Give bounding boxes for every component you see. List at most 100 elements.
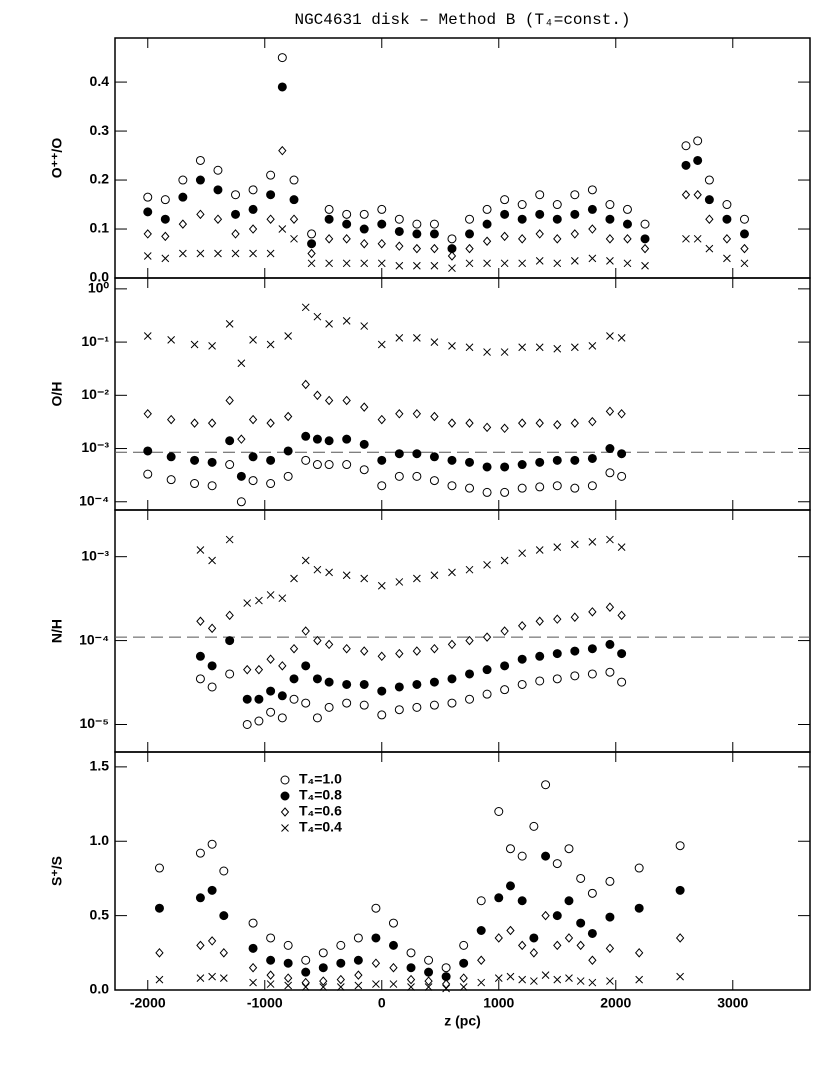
point (617, 543, 626, 551)
point (395, 241, 404, 251)
point (517, 896, 527, 906)
x-tick-label: 0 (378, 995, 386, 1011)
point (283, 471, 293, 481)
point (249, 978, 257, 987)
point (208, 972, 216, 981)
plot-frame (114, 751, 811, 991)
y-axis-label: S⁺/S (49, 856, 65, 886)
point (190, 455, 200, 465)
point (634, 863, 644, 873)
point (447, 698, 457, 708)
point (290, 574, 298, 583)
point (424, 967, 434, 977)
x-tick-label: 3000 (717, 995, 748, 1011)
point (248, 918, 258, 928)
point (430, 338, 439, 346)
y-tick-label: 0.0 (90, 981, 110, 997)
point (225, 610, 234, 621)
point (518, 234, 527, 244)
point (617, 610, 626, 621)
point (179, 249, 187, 258)
point (605, 912, 615, 922)
point (236, 471, 246, 481)
point (412, 702, 422, 712)
point (360, 238, 369, 249)
point (196, 546, 205, 554)
point (207, 839, 217, 849)
point (301, 661, 311, 671)
point (395, 648, 404, 659)
point (248, 224, 258, 234)
point (312, 434, 322, 444)
point (412, 646, 422, 656)
point (606, 257, 614, 265)
legend-label: T₄=0.6 (299, 803, 342, 819)
point (465, 483, 475, 493)
point (635, 948, 644, 958)
point (570, 209, 580, 219)
point (143, 409, 152, 419)
y-tick-label: 1.0 (90, 832, 110, 848)
point (500, 556, 509, 565)
point (231, 249, 240, 258)
point (517, 214, 527, 224)
point (336, 940, 346, 950)
point (429, 677, 439, 687)
point (325, 320, 333, 328)
plot-frame (114, 277, 811, 511)
point (324, 436, 334, 446)
point (412, 229, 422, 239)
point (360, 402, 369, 412)
point (448, 568, 456, 577)
point (342, 209, 352, 219)
point (704, 175, 714, 185)
point (606, 332, 614, 340)
point (266, 980, 275, 988)
point (605, 406, 615, 417)
point (553, 419, 562, 430)
point (301, 698, 311, 708)
point (213, 185, 223, 195)
point (231, 190, 241, 200)
point (301, 379, 310, 390)
point (553, 259, 562, 268)
y-tick-label: 0.2 (90, 171, 110, 187)
point (535, 546, 544, 554)
point (248, 185, 258, 195)
point (249, 249, 257, 258)
point (465, 343, 474, 352)
point (634, 903, 644, 913)
point (249, 336, 257, 344)
point (394, 705, 404, 715)
point (388, 918, 398, 928)
point (377, 455, 387, 465)
point (605, 200, 615, 210)
point (307, 259, 316, 268)
point (225, 436, 235, 446)
point (535, 616, 544, 627)
point (359, 224, 369, 234)
point (606, 535, 614, 544)
point (195, 893, 205, 903)
point (266, 591, 275, 599)
point (377, 581, 386, 590)
point (494, 807, 504, 816)
point (459, 983, 468, 991)
point (553, 344, 562, 353)
point (319, 976, 328, 986)
point (623, 234, 632, 244)
point (394, 214, 404, 224)
point (587, 928, 597, 938)
point (506, 925, 515, 936)
point (342, 219, 352, 229)
point (196, 249, 205, 258)
point (207, 682, 217, 692)
y-tick-label: 0.5 (90, 906, 110, 922)
x-tick-label: -2000 (130, 995, 166, 1011)
point (429, 700, 439, 710)
point (154, 903, 164, 913)
point (740, 243, 749, 254)
point (494, 893, 504, 903)
point (143, 252, 152, 260)
